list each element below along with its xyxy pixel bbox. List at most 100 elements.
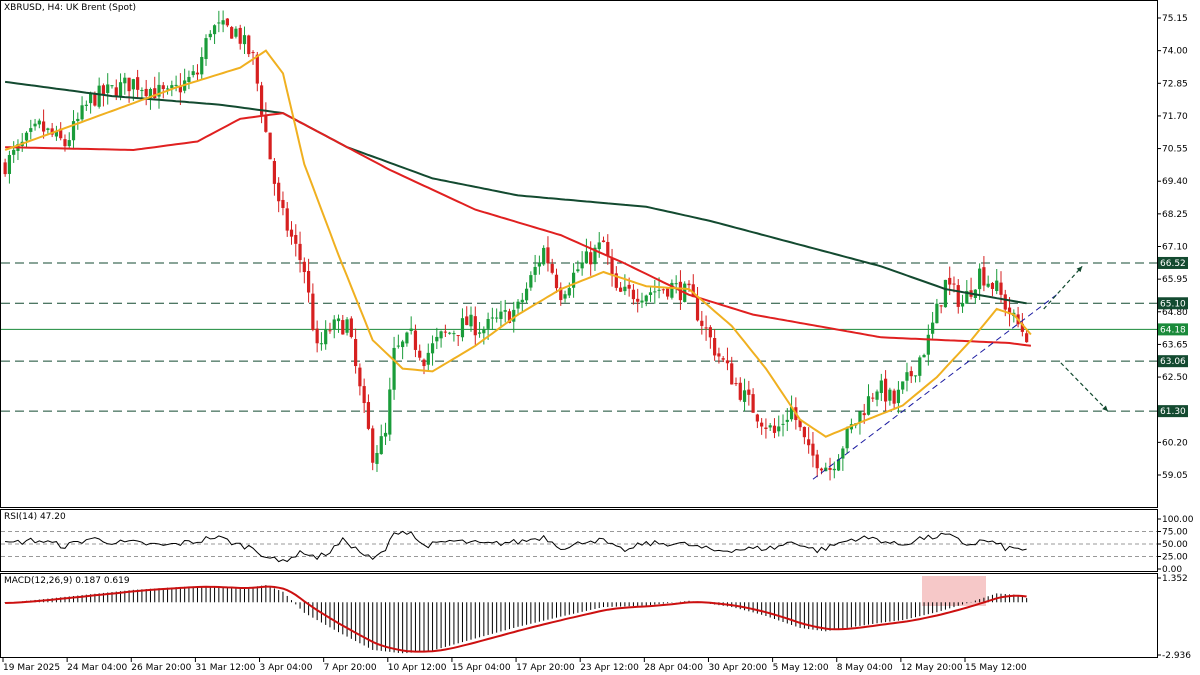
candle-down [601, 240, 606, 243]
candle-up [212, 25, 217, 35]
candle-up [482, 329, 486, 334]
candle-down [93, 93, 97, 106]
candle-up [742, 390, 747, 402]
candle-up [943, 279, 948, 308]
candle-up [123, 77, 127, 84]
candle-down [760, 422, 764, 427]
macd-axis: 1.352 -2.936 [1157, 574, 1191, 661]
candle-up [571, 272, 576, 288]
candle-up [174, 84, 178, 86]
price-tick-label: 69.40 [1162, 177, 1188, 187]
candle-up [653, 291, 657, 293]
rsi-line [5, 530, 1027, 563]
candle-down [802, 426, 806, 438]
candle-up [832, 468, 836, 471]
candle-up [452, 333, 456, 335]
candle-down [550, 263, 554, 273]
candle-up [242, 35, 247, 45]
candle-up [191, 71, 195, 76]
candle-up [644, 295, 648, 302]
candle-down [136, 77, 140, 90]
candle-up [789, 406, 794, 420]
candle-down [614, 273, 618, 288]
level-tag-label: 63.06 [1160, 357, 1186, 367]
candle-down [610, 257, 614, 275]
candle-down [772, 425, 777, 433]
candle-up [71, 121, 76, 141]
ma-slow-line [4, 80, 1027, 305]
candle-down [255, 54, 259, 84]
rsi-axis: 100.00 75.00 50.00 25.00 0.00 [1157, 515, 1194, 575]
candle-up [383, 432, 388, 437]
candle-up [858, 411, 862, 423]
level-tag-bg [1158, 297, 1188, 310]
candle-down [281, 199, 285, 208]
candle-up [824, 467, 828, 472]
candle-up [785, 419, 789, 422]
candle-up [931, 322, 935, 334]
current-price-label: 64.18 [1160, 325, 1186, 335]
candle-down [704, 327, 708, 329]
candle-down [627, 284, 631, 289]
candle-up [503, 310, 507, 312]
bullish-arrow-shaft [1043, 265, 1083, 310]
candle-up [46, 128, 50, 130]
candle-up [388, 389, 392, 435]
macd-signal-line [5, 585, 1027, 653]
time-tick-label: 3 Apr 04:00 [260, 663, 313, 673]
time-tick-label: 8 May 04:00 [837, 663, 893, 673]
time-tick-label: 23 Apr 12:00 [580, 663, 639, 673]
candle-down [747, 389, 751, 395]
candle-up [986, 283, 990, 287]
rsi-pane-frame [0, 509, 1158, 572]
candle-down [153, 88, 157, 99]
candle-down [247, 35, 251, 55]
time-axis[interactable]: 19 Mar 2025 24 Mar 04:00 26 Mar 20:00 31 Ma… [2, 658, 1027, 673]
candle-down [606, 241, 610, 257]
candle-down [755, 414, 759, 422]
candle-down [999, 282, 1003, 295]
candle-down [311, 293, 315, 330]
time-tick-label: 24 Mar 04:00 [67, 663, 127, 673]
candle-down [285, 208, 289, 231]
annotations [812, 265, 1109, 480]
candle-up [657, 289, 661, 291]
candle-down [298, 243, 302, 261]
candle-up [580, 262, 584, 269]
candle-up [319, 343, 324, 345]
ma-mid-line [5, 112, 1032, 347]
candle-up [118, 82, 123, 98]
candle-up [879, 380, 883, 393]
candle-down [268, 132, 272, 160]
candle-up [375, 452, 379, 464]
rsi-tick-label: 0.00 [1162, 565, 1182, 575]
candle-down [341, 320, 345, 335]
candle-down [815, 454, 819, 469]
time-tick-label: 15 May 12:00 [965, 663, 1027, 673]
candle-up [901, 381, 905, 390]
candle-up [140, 90, 144, 92]
candle-down [127, 77, 131, 92]
candle-up [187, 76, 191, 83]
candle-up [926, 334, 930, 355]
candle-up [995, 280, 999, 292]
candle-up [208, 33, 212, 38]
candle-up [524, 288, 529, 301]
candle-up [777, 426, 781, 432]
macd-histogram [4, 585, 1028, 654]
candle-down [371, 428, 375, 463]
candle-down [862, 413, 866, 416]
candle-up [54, 130, 59, 137]
candle-down [948, 277, 952, 285]
time-tick-label: 12 May 20:00 [901, 663, 963, 673]
level-tag-label: 61.30 [1160, 407, 1186, 417]
price-tick-label: 62.50 [1162, 373, 1188, 383]
candle-down [354, 339, 358, 367]
main-pane-frame [0, 0, 1158, 508]
level-tags: 66.52 65.10 63.06 61.30 64.18 [1158, 256, 1188, 418]
bearish-arrow-shaft [1060, 362, 1109, 412]
candle-up [106, 84, 110, 93]
candle-up [76, 118, 80, 122]
level-tag-bg [1158, 256, 1188, 269]
